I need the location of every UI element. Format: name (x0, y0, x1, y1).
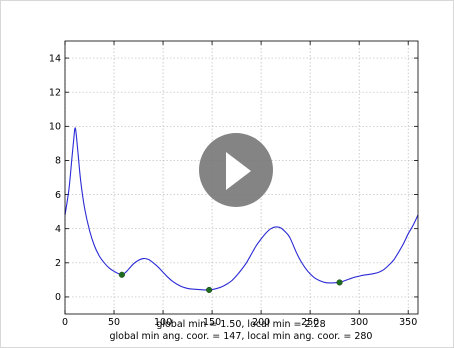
min-marker (336, 279, 343, 286)
series-line (64, 127, 419, 291)
x-tick-label: 200 (252, 317, 270, 328)
x-tick-label: 150 (203, 317, 221, 328)
y-tick-label: 10 (49, 122, 61, 133)
min-marker (118, 271, 125, 278)
caption-line-2: global min ang. coor. = 147, local min a… (110, 331, 373, 342)
x-tick-label: 300 (350, 317, 368, 328)
play-button[interactable] (199, 133, 273, 207)
y-tick-label: 4 (55, 224, 61, 235)
y-tick-label: 14 (49, 53, 61, 64)
play-icon[interactable] (226, 152, 251, 190)
min-marker (206, 286, 213, 293)
y-tick-label: 12 (49, 87, 61, 98)
x-tick-label: 350 (399, 317, 417, 328)
x-tick-label: 50 (108, 317, 120, 328)
y-tick-label: 0 (55, 292, 61, 303)
min-markers (118, 271, 343, 293)
axis-ticks (64, 41, 418, 314)
caption-line-1: global min = 1.50, local min = 2.28 (156, 319, 325, 330)
x-tick-label: 100 (154, 317, 172, 328)
y-tick-label: 2 (55, 258, 61, 269)
plot-border (64, 40, 419, 315)
x-tick-label: 250 (301, 317, 319, 328)
y-tick-label: 8 (55, 156, 61, 167)
tick-labels: 0 50 100 150 200 250 300 350 0 2 4 6 8 10 12 14 (49, 53, 417, 328)
x-tick-label: 0 (62, 317, 68, 328)
y-tick-label: 6 (55, 190, 61, 201)
